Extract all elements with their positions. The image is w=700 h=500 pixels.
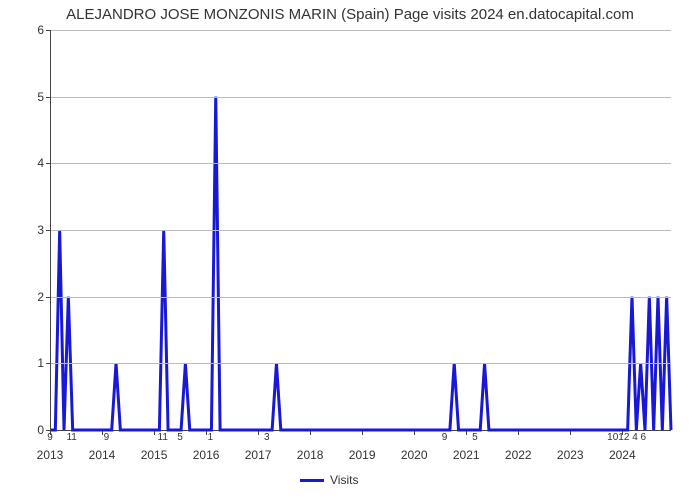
x-tick-mark [414,431,415,435]
grid-line [51,363,671,364]
x-tick-label: 2016 [193,448,220,462]
legend: Visits [300,473,358,487]
x-tick-label: 2024 [609,448,636,462]
plot-area [50,30,671,431]
grid-line [51,163,671,164]
grid-line [51,97,671,98]
data-point-label: 9 [442,432,448,443]
x-tick-label: 2018 [297,448,324,462]
x-tick-mark [466,431,467,435]
x-tick-mark [518,431,519,435]
x-tick-label: 2021 [453,448,480,462]
x-tick-mark [310,431,311,435]
legend-swatch [300,479,324,482]
grid-line [51,297,671,298]
x-tick-label: 2015 [141,448,168,462]
y-tick-label: 2 [14,290,44,304]
y-tick-mark [46,97,50,98]
y-tick-mark [46,163,50,164]
y-tick-label: 6 [14,23,44,37]
y-tick-mark [46,30,50,31]
x-tick-mark [362,431,363,435]
y-tick-label: 4 [14,156,44,170]
y-tick-mark [46,230,50,231]
legend-label: Visits [330,473,358,487]
data-point-label: 11 [158,432,168,443]
data-point-label: 9 [104,432,110,443]
x-tick-label: 2017 [245,448,272,462]
x-tick-label: 2019 [349,448,376,462]
x-tick-label: 2020 [401,448,428,462]
x-tick-mark [570,431,571,435]
y-tick-label: 1 [14,356,44,370]
x-tick-mark [154,431,155,435]
y-tick-label: 3 [14,223,44,237]
x-tick-label: 2014 [89,448,116,462]
x-tick-label: 2023 [557,448,584,462]
grid-line [51,230,671,231]
data-point-label: 5 [472,432,478,443]
grid-line [51,30,671,31]
x-tick-label: 2013 [37,448,64,462]
data-point-label: 11 [66,432,76,443]
x-tick-label: 2022 [505,448,532,462]
data-point-label: 1012 4 6 [607,432,646,443]
data-point-label: 3 [264,432,270,443]
y-tick-mark [46,363,50,364]
data-point-label: 9 [47,432,53,443]
y-tick-mark [46,297,50,298]
y-tick-label: 0 [14,423,44,437]
chart-container: ALEJANDRO JOSE MONZONIS MARIN (Spain) Pa… [0,0,700,500]
data-point-label: 5 [177,432,183,443]
data-point-label: 1 [208,432,214,443]
x-tick-mark [258,431,259,435]
y-tick-label: 5 [14,90,44,104]
chart-title: ALEJANDRO JOSE MONZONIS MARIN (Spain) Pa… [0,6,700,23]
